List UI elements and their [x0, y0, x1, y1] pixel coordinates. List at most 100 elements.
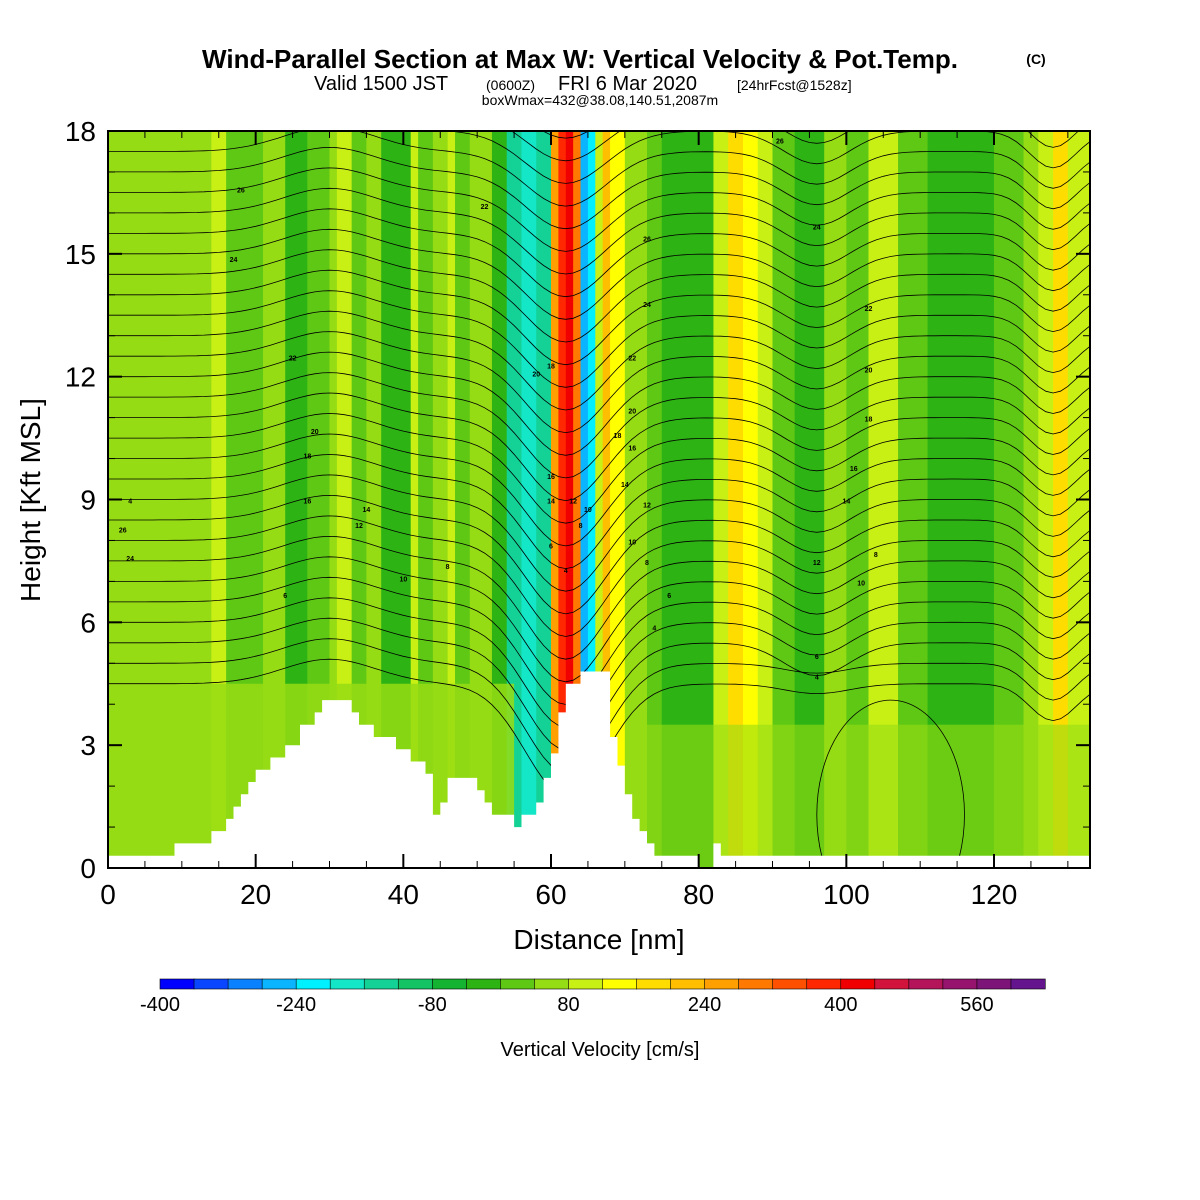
velocity-band [329, 131, 338, 868]
velocity-band [536, 131, 552, 868]
contour-label: 20 [532, 372, 540, 379]
colorbar-swatch [159, 978, 195, 990]
valid-utc: (0600Z) [486, 77, 535, 93]
velocity-band [824, 131, 847, 868]
colorbar-swatch [568, 978, 604, 990]
contour-label: 6 [667, 593, 671, 600]
contour-label: 12 [569, 499, 577, 506]
contour-label: 8 [645, 560, 649, 567]
contour-label: 14 [547, 499, 555, 506]
contour-label: 4 [815, 675, 819, 682]
contour-label: 22 [289, 355, 297, 362]
contour-label: 12 [813, 560, 821, 567]
contour-label: 26 [643, 237, 651, 244]
contour-label: 18 [547, 363, 555, 370]
x-axis-label: Distance [nm] [513, 924, 684, 955]
y-tick-label: 12 [65, 362, 96, 393]
theta-contour [108, 413, 1090, 524]
colorbar-swatch [432, 978, 467, 990]
colorbar-tick-label: 80 [557, 994, 579, 1016]
contour-label: 18 [614, 433, 622, 440]
contour-label: 24 [230, 257, 238, 264]
velocity-band [772, 131, 796, 868]
contour-label: 10 [584, 507, 592, 514]
theta-contour [108, 351, 1090, 456]
colorbar-swatch [976, 978, 1012, 990]
colorbar-tick-label: -240 [276, 994, 316, 1016]
colorbar-swatch [602, 978, 638, 990]
x-tick-label: 40 [388, 879, 419, 910]
colorbar-swatch [942, 978, 978, 990]
theta-contour [108, 454, 1090, 570]
colorbar-swatch [874, 978, 910, 990]
contour-label: 16 [628, 445, 636, 452]
valid-date: FRI 6 Mar 2020 [558, 73, 697, 95]
velocity-band [624, 131, 648, 868]
lower-layer [639, 724, 1090, 868]
colorbar-swatch [227, 978, 263, 990]
contour-label: 26 [776, 138, 784, 145]
theta-contour [108, 208, 1090, 298]
theta-contour [108, 290, 1090, 388]
velocity-band [757, 131, 774, 868]
contour-label: 14 [621, 482, 629, 489]
y-axis-label: Height [Kft MSL] [15, 398, 46, 602]
theta-contour [108, 535, 1090, 660]
velocity-band [1053, 131, 1069, 868]
y-tick-label: 3 [80, 730, 96, 761]
contour-label: 22 [865, 306, 873, 313]
y-tick-label: 15 [65, 239, 96, 270]
contour-label: 4 [564, 568, 568, 575]
colorbar-swatch [261, 978, 297, 990]
contour-label: 8 [874, 552, 878, 559]
contour-label: 16 [850, 466, 858, 473]
velocity-band [646, 131, 663, 868]
contour-label: 20 [628, 409, 636, 416]
contour-label: 20 [311, 429, 319, 436]
theta-contour [108, 494, 1090, 615]
colorbar-swatch [466, 978, 501, 990]
contour-label: 26 [237, 187, 245, 194]
contour-label: 14 [842, 499, 850, 506]
contour-label: 10 [857, 580, 865, 587]
contour-label: 10 [628, 540, 636, 547]
velocity-band [1038, 131, 1054, 868]
theta-contour [510, 131, 1080, 162]
theta-contour [108, 372, 1090, 479]
colorbar-swatch [329, 978, 365, 990]
theta-contour [108, 187, 1090, 275]
colorbar-swatch [738, 978, 774, 990]
potential-temperature-contours [108, 131, 1090, 868]
contour-label: 6 [549, 544, 553, 551]
contour-label: 16 [547, 474, 555, 481]
theta-contour [108, 131, 1090, 207]
velocity-band [573, 131, 582, 868]
contour-label: 20 [865, 368, 873, 375]
colorbar-swatch [1010, 978, 1046, 990]
theta-contour [108, 146, 1090, 230]
chart-title: Wind-Parallel Section at Max W: Vertical… [202, 44, 958, 74]
contour-label: 18 [303, 454, 311, 461]
colorbar-swatch [840, 978, 876, 990]
theta-contour [816, 699, 965, 868]
theta-contour [108, 167, 1090, 252]
theta-contour [108, 433, 1090, 547]
theta-contour [108, 228, 1090, 320]
velocity-band [728, 131, 744, 868]
copyright-mark: (C) [1026, 51, 1045, 67]
velocity-band [742, 131, 759, 868]
contour-label: 12 [355, 523, 363, 530]
valid-prefix: Valid 1500 JST [314, 73, 448, 95]
box-max-info: boxWmax=432@38.08,140.51,2087m [482, 92, 718, 108]
x-tick-label: 120 [971, 879, 1018, 910]
colorbar-swatch [636, 978, 672, 990]
colorbar-swatch [534, 978, 570, 990]
contour-label: 8 [579, 523, 583, 530]
y-tick-label: 0 [80, 853, 96, 884]
theta-contour [108, 474, 1090, 592]
velocity-band [410, 131, 419, 868]
contour-label: 12 [643, 503, 651, 510]
contour-label: 24 [643, 302, 651, 309]
forecast-info: [24hrFcst@1528z] [737, 77, 852, 93]
